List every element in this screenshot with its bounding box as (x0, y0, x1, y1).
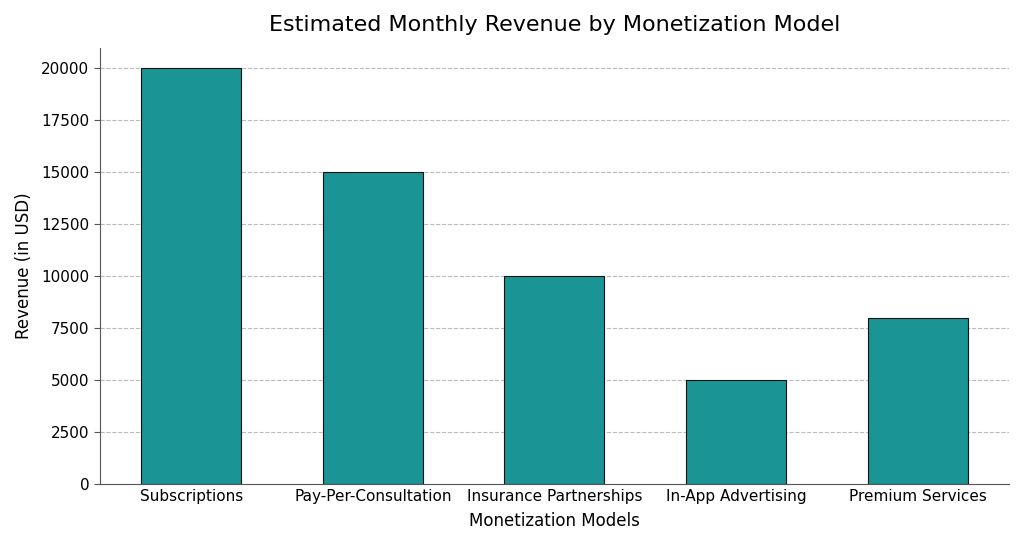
Bar (141, 69, 241, 484)
Bar (867, 318, 968, 484)
X-axis label: Monetization Models: Monetization Models (469, 512, 640, 530)
Bar (686, 380, 786, 484)
Y-axis label: Revenue (in USD): Revenue (in USD) (15, 192, 33, 339)
Bar (323, 172, 423, 484)
Bar (505, 276, 604, 484)
Title: Estimated Monthly Revenue by Monetization Model: Estimated Monthly Revenue by Monetizatio… (268, 15, 840, 35)
